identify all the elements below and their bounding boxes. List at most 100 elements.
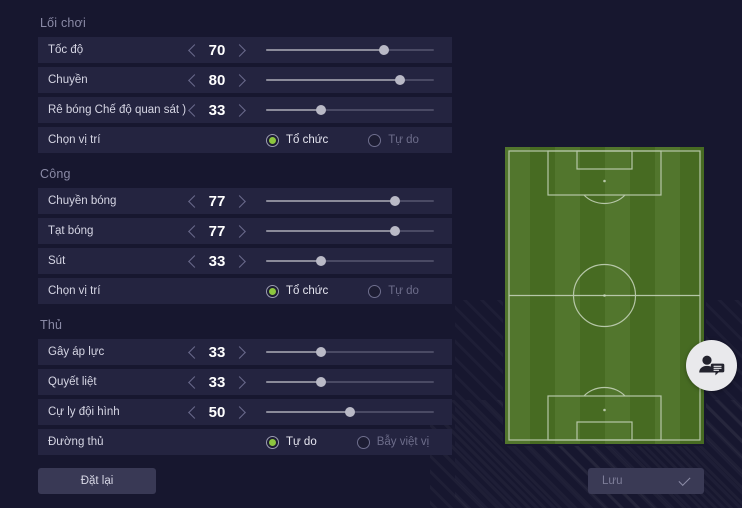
row-label: Chọn vị trí (48, 134, 101, 146)
slider-fill (266, 411, 350, 413)
chevron-right-icon[interactable] (233, 345, 246, 359)
slider-fill (266, 351, 322, 353)
value-stepper: 50 (178, 399, 256, 425)
chevron-right-icon[interactable] (233, 405, 246, 419)
slider-row: Cự ly đội hình 50 (38, 399, 452, 425)
slider-knob[interactable] (316, 377, 327, 387)
slider-value: 33 (208, 101, 226, 119)
slider-track[interactable] (266, 260, 434, 262)
chevron-right-icon[interactable] (233, 43, 246, 57)
slider-track[interactable] (266, 351, 434, 353)
slider-fill (266, 109, 322, 111)
slider-knob[interactable] (390, 196, 401, 206)
option-row: Chọn vị trí Tổ chức Tự do (38, 278, 452, 304)
slider-row: Quyết liệt 33 (38, 369, 452, 395)
slider-knob[interactable] (390, 226, 401, 236)
radio-dot-icon (266, 284, 279, 298)
chevron-right-icon[interactable] (233, 194, 246, 208)
row-label: Chọn vị trí (48, 285, 101, 297)
tactics-settings-panel: Lối chơi Tốc độ 70 Chuyền 80 Rê bóng Chế độ q… (38, 12, 452, 459)
slider-row: Chuyền bóng 77 (38, 188, 452, 214)
radio-label: Tự do (388, 134, 419, 146)
row-label: Đường thủ (48, 436, 104, 448)
chevron-right-icon[interactable] (233, 224, 246, 238)
radio-option[interactable]: Tự do (368, 284, 419, 298)
slider-row: Tạt bóng 77 (38, 218, 452, 244)
radio-label: Tự do (286, 436, 317, 448)
chevron-left-icon[interactable] (188, 224, 201, 238)
chevron-left-icon[interactable] (188, 345, 201, 359)
slider-knob[interactable] (395, 75, 406, 85)
row-label: Sút (48, 255, 66, 267)
slider-knob[interactable] (378, 45, 389, 55)
row-label: Gây áp lực (48, 346, 105, 358)
radio-dot-icon (368, 284, 382, 298)
slider-value: 80 (208, 71, 226, 89)
section-title: Thủ (40, 318, 63, 332)
radio-option[interactable]: Tự do (368, 133, 419, 147)
row-label: Chuyền (48, 74, 88, 86)
slider-knob[interactable] (316, 105, 327, 115)
slider[interactable] (266, 37, 434, 63)
chevron-left-icon[interactable] (188, 254, 201, 268)
radio-option[interactable]: Tổ chức (266, 133, 329, 147)
player-instructions-icon (699, 355, 725, 375)
section-title: Lối chơi (40, 16, 86, 30)
radio-option[interactable]: Bẫy việt vị (356, 435, 429, 449)
value-stepper: 77 (178, 218, 256, 244)
value-stepper: 77 (178, 188, 256, 214)
chevron-left-icon[interactable] (188, 194, 201, 208)
radio-group: Tự do Bẫy việt vị (266, 429, 469, 455)
reset-button[interactable]: Đặt lại (38, 468, 156, 494)
radio-group: Tổ chức Tự do (266, 127, 459, 153)
radio-label: Tổ chức (286, 285, 329, 297)
option-row: Chọn vị trí Tổ chức Tự do (38, 127, 452, 153)
slider-row: Tốc độ 70 (38, 37, 452, 63)
save-button-label: Lưu (602, 475, 623, 487)
player-instructions-button[interactable] (686, 340, 737, 391)
slider-value: 70 (208, 41, 226, 59)
slider[interactable] (266, 97, 434, 123)
slider[interactable] (266, 248, 434, 274)
slider[interactable] (266, 67, 434, 93)
slider-fill (266, 200, 396, 202)
football-pitch[interactable] (503, 145, 706, 446)
slider-track[interactable] (266, 109, 434, 111)
slider-fill (266, 381, 322, 383)
row-label: Tạt bóng (48, 225, 94, 237)
slider-row: Sút 33 (38, 248, 452, 274)
slider[interactable] (266, 218, 434, 244)
slider[interactable] (266, 369, 434, 395)
slider-knob[interactable] (345, 407, 355, 417)
section-title: Công (40, 167, 71, 181)
slider-value: 33 (208, 252, 226, 270)
slider-knob[interactable] (316, 347, 327, 357)
slider-row: Rê bóng Chế độ quan sát ) 33 (38, 97, 452, 123)
slider-knob[interactable] (316, 256, 327, 266)
chevron-left-icon[interactable] (188, 405, 201, 419)
chevron-left-icon[interactable] (188, 103, 201, 117)
chevron-left-icon[interactable] (188, 43, 201, 57)
slider-row: Gây áp lực 33 (38, 339, 452, 365)
radio-dot-icon (266, 133, 279, 147)
slider[interactable] (266, 188, 434, 214)
chevron-left-icon[interactable] (188, 73, 201, 87)
chevron-right-icon[interactable] (233, 375, 246, 389)
slider[interactable] (266, 399, 434, 425)
radio-option[interactable]: Tự do (266, 435, 317, 449)
chevron-right-icon[interactable] (233, 73, 246, 87)
value-stepper: 70 (178, 37, 256, 63)
chevron-right-icon[interactable] (233, 103, 246, 117)
slider-fill (266, 79, 401, 81)
save-button[interactable]: Lưu (588, 468, 704, 494)
chevron-right-icon[interactable] (233, 254, 246, 268)
slider-track[interactable] (266, 381, 434, 383)
check-icon (678, 473, 691, 486)
radio-label: Tổ chức (286, 134, 329, 146)
radio-option[interactable]: Tổ chức (266, 284, 329, 298)
chevron-left-icon[interactable] (188, 375, 201, 389)
radio-label: Tự do (388, 285, 419, 297)
slider-value: 33 (208, 343, 226, 361)
slider[interactable] (266, 339, 434, 365)
value-stepper: 80 (178, 67, 256, 93)
